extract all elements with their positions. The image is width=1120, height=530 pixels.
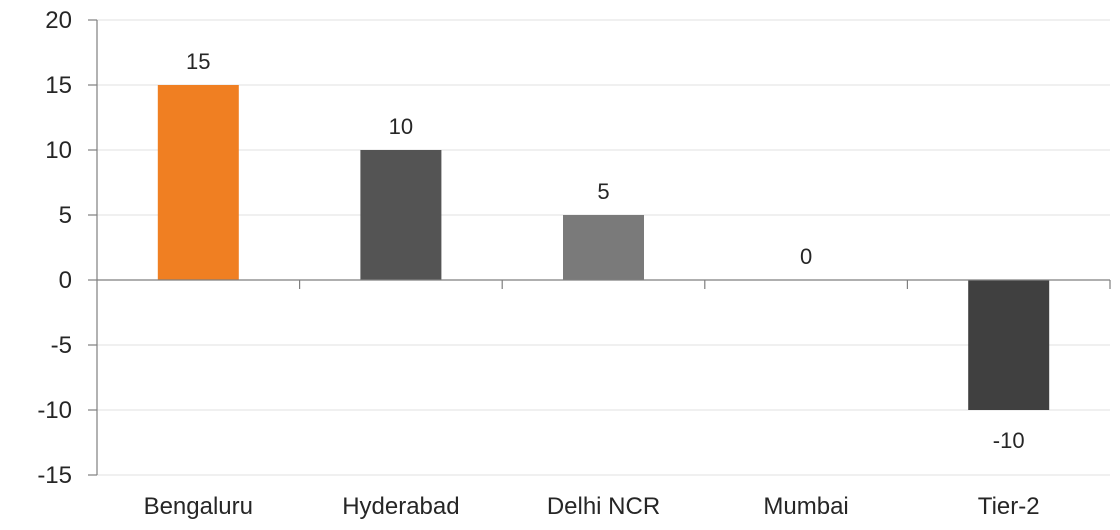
bars (157, 85, 1050, 410)
y-tick-label: -5 (51, 332, 72, 359)
data-label: -10 (993, 428, 1025, 453)
bar-tier-2 (968, 280, 1050, 410)
labels: 20 15 10 5 0 -5 -10 -15 15 Bengaluru 10 Hyderabad 5 D… (37, 7, 1039, 520)
data-label: 15 (186, 49, 210, 74)
y-tick-label: 15 (45, 72, 72, 99)
category-label: Tier-2 (978, 493, 1040, 520)
y-tick-label: -10 (37, 397, 72, 424)
data-label: 0 (800, 244, 812, 269)
data-label: 5 (597, 179, 609, 204)
y-tick-label: 5 (59, 202, 72, 229)
bar-hyderabad (360, 150, 442, 280)
y-tick-label: 0 (59, 267, 72, 294)
y-tick-label: 20 (45, 7, 72, 34)
category-label: Hyderabad (342, 493, 459, 520)
gridlines (97, 19, 1110, 476)
y-tick-label: 10 (45, 137, 72, 164)
category-label: Mumbai (763, 493, 848, 520)
category-label: Bengaluru (144, 493, 253, 520)
category-label: Delhi NCR (547, 493, 660, 520)
y-tick-label: -15 (37, 462, 72, 489)
axes (88, 19, 1111, 476)
data-label: 10 (389, 114, 413, 139)
bar-bengaluru (157, 85, 239, 280)
bar-delhi-ncr (563, 215, 644, 280)
